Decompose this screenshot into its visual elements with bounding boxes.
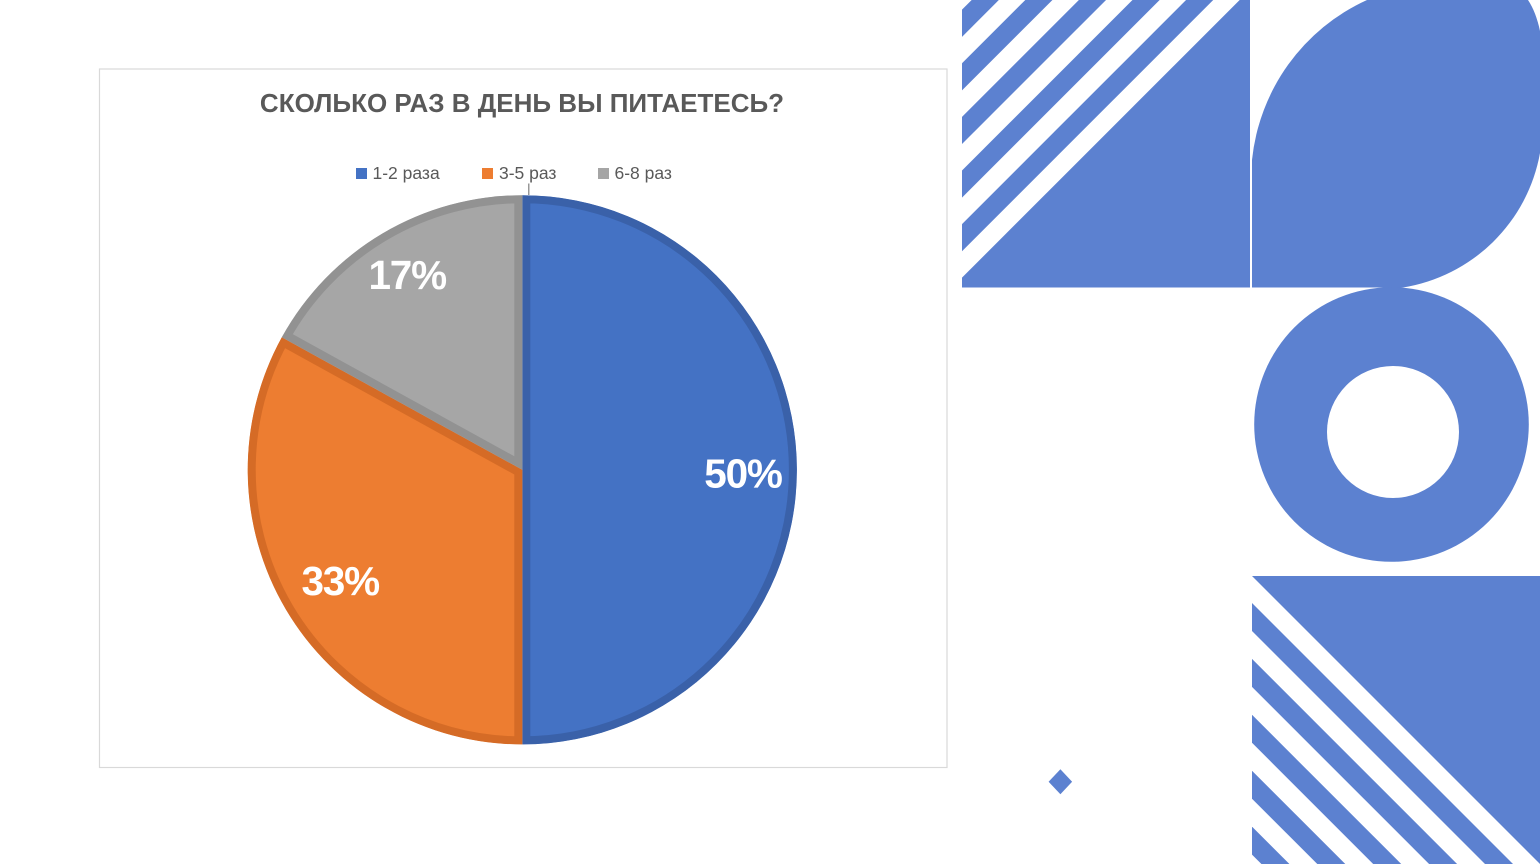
svg-text:3-5 раз: 3-5 раз <box>499 163 556 183</box>
svg-text:17%: 17% <box>368 252 446 298</box>
svg-text:50%: 50% <box>704 451 782 497</box>
svg-text:1-2 раза: 1-2 раза <box>373 163 440 183</box>
svg-text:СКОЛЬКО РАЗ В ДЕНЬ ВЫ ПИТАЕТЕС: СКОЛЬКО РАЗ В ДЕНЬ ВЫ ПИТАЕТЕСЬ? <box>260 88 784 118</box>
svg-text:6-8 раз: 6-8 раз <box>615 163 672 183</box>
svg-text:33%: 33% <box>301 558 379 604</box>
